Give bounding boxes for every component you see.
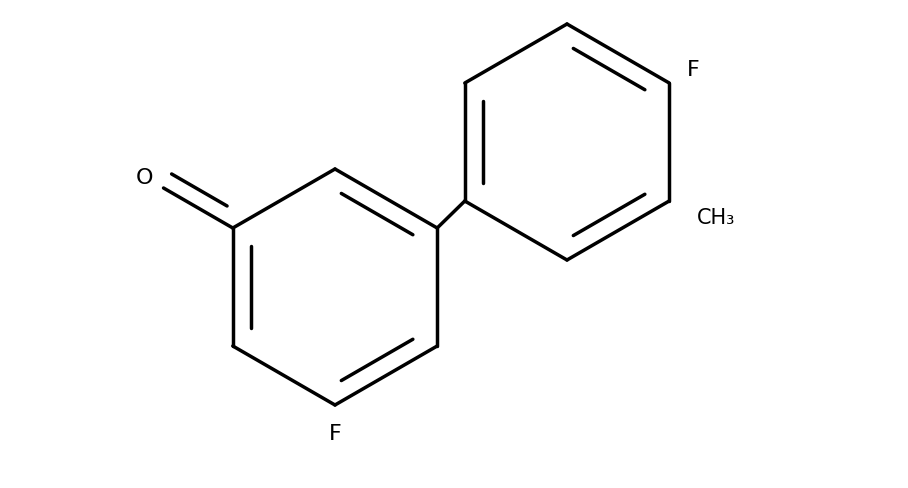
Text: CH₃: CH₃ [697, 207, 735, 227]
Text: F: F [329, 423, 341, 443]
Text: O: O [135, 168, 153, 187]
Text: F: F [687, 60, 700, 80]
